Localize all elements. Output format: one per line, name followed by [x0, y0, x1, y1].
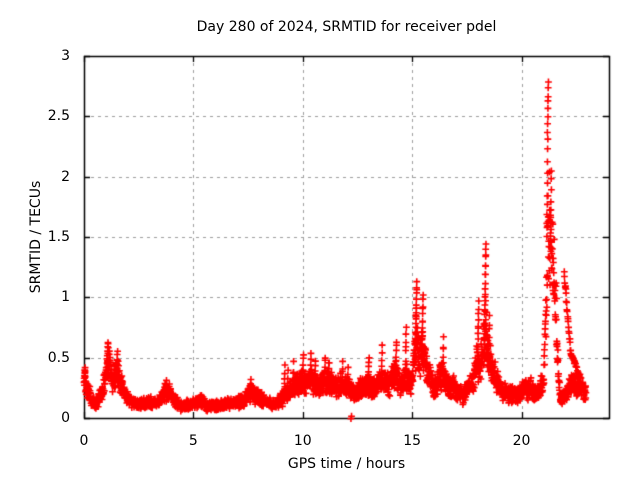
chart-title: Day 280 of 2024, SRMTID for receiver pde…	[196, 19, 497, 35]
x-axis-label: GPS time / hours	[287, 456, 406, 472]
y-tick-label: 1.5	[47, 229, 70, 245]
x-tick-label: 10	[293, 433, 312, 449]
y-tick-label: 1	[61, 289, 70, 306]
x-tick-label: 0	[79, 433, 89, 449]
y-tick-label: 3	[61, 48, 70, 64]
y-tick-label: 0	[61, 410, 70, 426]
x-tick-label: 15	[403, 433, 422, 449]
x-tick-label: 20	[512, 433, 531, 449]
y-tick-label: 2	[61, 168, 70, 185]
y-tick-label: 0.5	[47, 349, 70, 366]
y-tick-label: 2.5	[47, 108, 70, 125]
x-tick-label: 5	[188, 433, 198, 449]
